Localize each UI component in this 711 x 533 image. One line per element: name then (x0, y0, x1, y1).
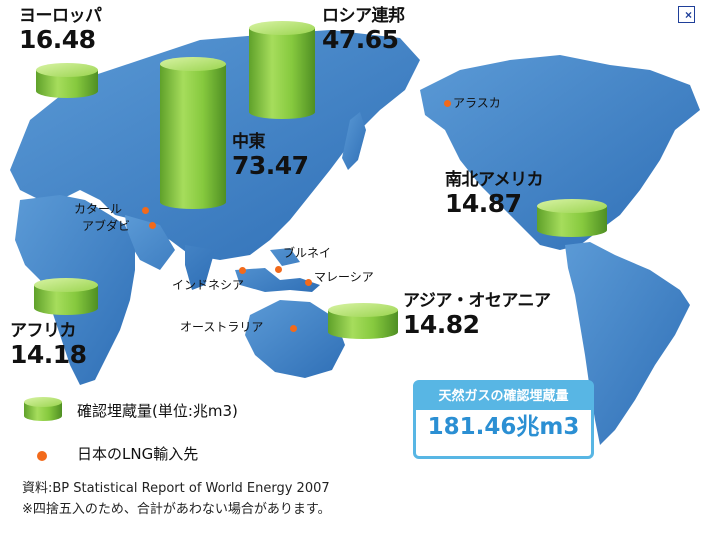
malaysia-marker (305, 279, 312, 286)
europe-reserve-cylinder (36, 63, 98, 98)
region-name: アジア・オセアニア (403, 291, 551, 311)
legend-lng-dot-icon (37, 451, 47, 461)
australia-landmass (245, 300, 345, 378)
australia-marker (290, 325, 297, 332)
middle-east-reserve-cylinder (160, 57, 226, 209)
place-abudhabi: アブダビ (82, 219, 131, 233)
region-africa: アフリカ 14.18 (10, 321, 87, 369)
region-asia-oceania: アジア・オセアニア 14.82 (403, 291, 551, 339)
place-malaysia: マレーシア (314, 270, 374, 284)
asia-oceania-reserve-cylinder (328, 303, 398, 339)
total-reserves-title: 天然ガスの確認埋蔵量 (416, 383, 591, 410)
source-citation: 資料:BP Statistical Report of World Energy… (22, 481, 330, 496)
total-reserves-box: 天然ガスの確認埋蔵量 181.46兆m3 (413, 380, 594, 459)
abudhabi-marker (149, 222, 156, 229)
region-value: 14.87 (445, 189, 522, 218)
south-america-landmass (565, 242, 690, 445)
north-america-landmass (420, 55, 700, 250)
place-brunei: ブルネイ (283, 246, 332, 260)
alaska-marker (444, 100, 451, 107)
region-value: 73.47 (232, 151, 309, 180)
close-button[interactable]: × (678, 6, 695, 23)
place-qatar: カタール (74, 202, 123, 216)
qatar-marker (142, 207, 149, 214)
total-reserves-value: 181.46兆m3 (427, 414, 580, 440)
place-australia: オーストラリア (180, 320, 264, 334)
region-name: 南北アメリカ (445, 170, 544, 190)
region-middle-east: 中東 73.47 (232, 132, 309, 180)
place-indonesia: インドネシア (172, 278, 245, 292)
region-name: ヨーロッパ (19, 6, 102, 26)
south-asia-landmass (125, 215, 215, 290)
region-value: 47.65 (322, 25, 399, 54)
brunei-marker (275, 266, 282, 273)
place-alaska: アラスカ (453, 96, 501, 110)
region-america: 南北アメリカ 14.87 (445, 170, 544, 218)
america-reserve-cylinder (537, 199, 607, 237)
region-name: ロシア連邦 (322, 6, 405, 26)
region-value: 16.48 (19, 25, 96, 54)
southeast-asia-islands (235, 248, 320, 292)
legend-cylinder-icon (24, 397, 62, 421)
region-value: 14.82 (403, 310, 480, 339)
legend-lng-label: 日本のLNG輸入先 (77, 445, 199, 463)
africa-reserve-cylinder (34, 278, 98, 315)
japan-landmass (342, 112, 366, 170)
indonesia-marker (239, 267, 246, 274)
legend-reserves-label: 確認埋蔵量(単位:兆m3) (77, 402, 238, 420)
region-russia: ロシア連邦 47.65 (322, 6, 405, 54)
rounding-note: ※四捨五入のため、合計があわない場合があります。 (22, 502, 331, 517)
region-name: アフリカ (10, 321, 76, 341)
russia-reserve-cylinder (249, 21, 315, 119)
region-europe: ヨーロッパ 16.48 (19, 6, 102, 54)
region-value: 14.18 (10, 340, 87, 369)
region-name: 中東 (232, 132, 265, 152)
world-map (10, 21, 700, 445)
